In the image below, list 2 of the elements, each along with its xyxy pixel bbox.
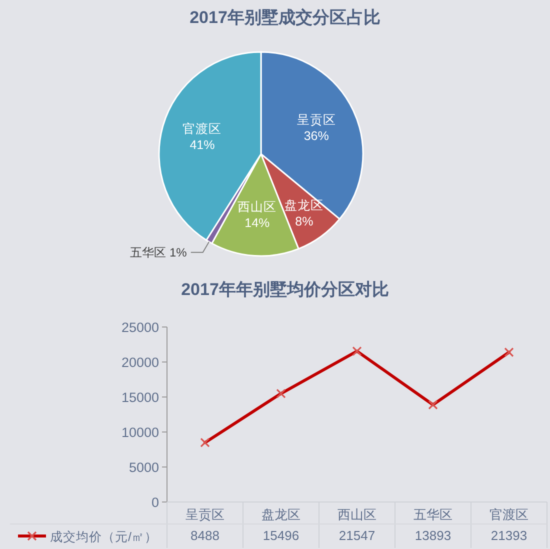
title: 2017年别墅成交分区占比: [190, 8, 380, 27]
title: 2017年年别墅均价分区对比: [181, 280, 389, 299]
